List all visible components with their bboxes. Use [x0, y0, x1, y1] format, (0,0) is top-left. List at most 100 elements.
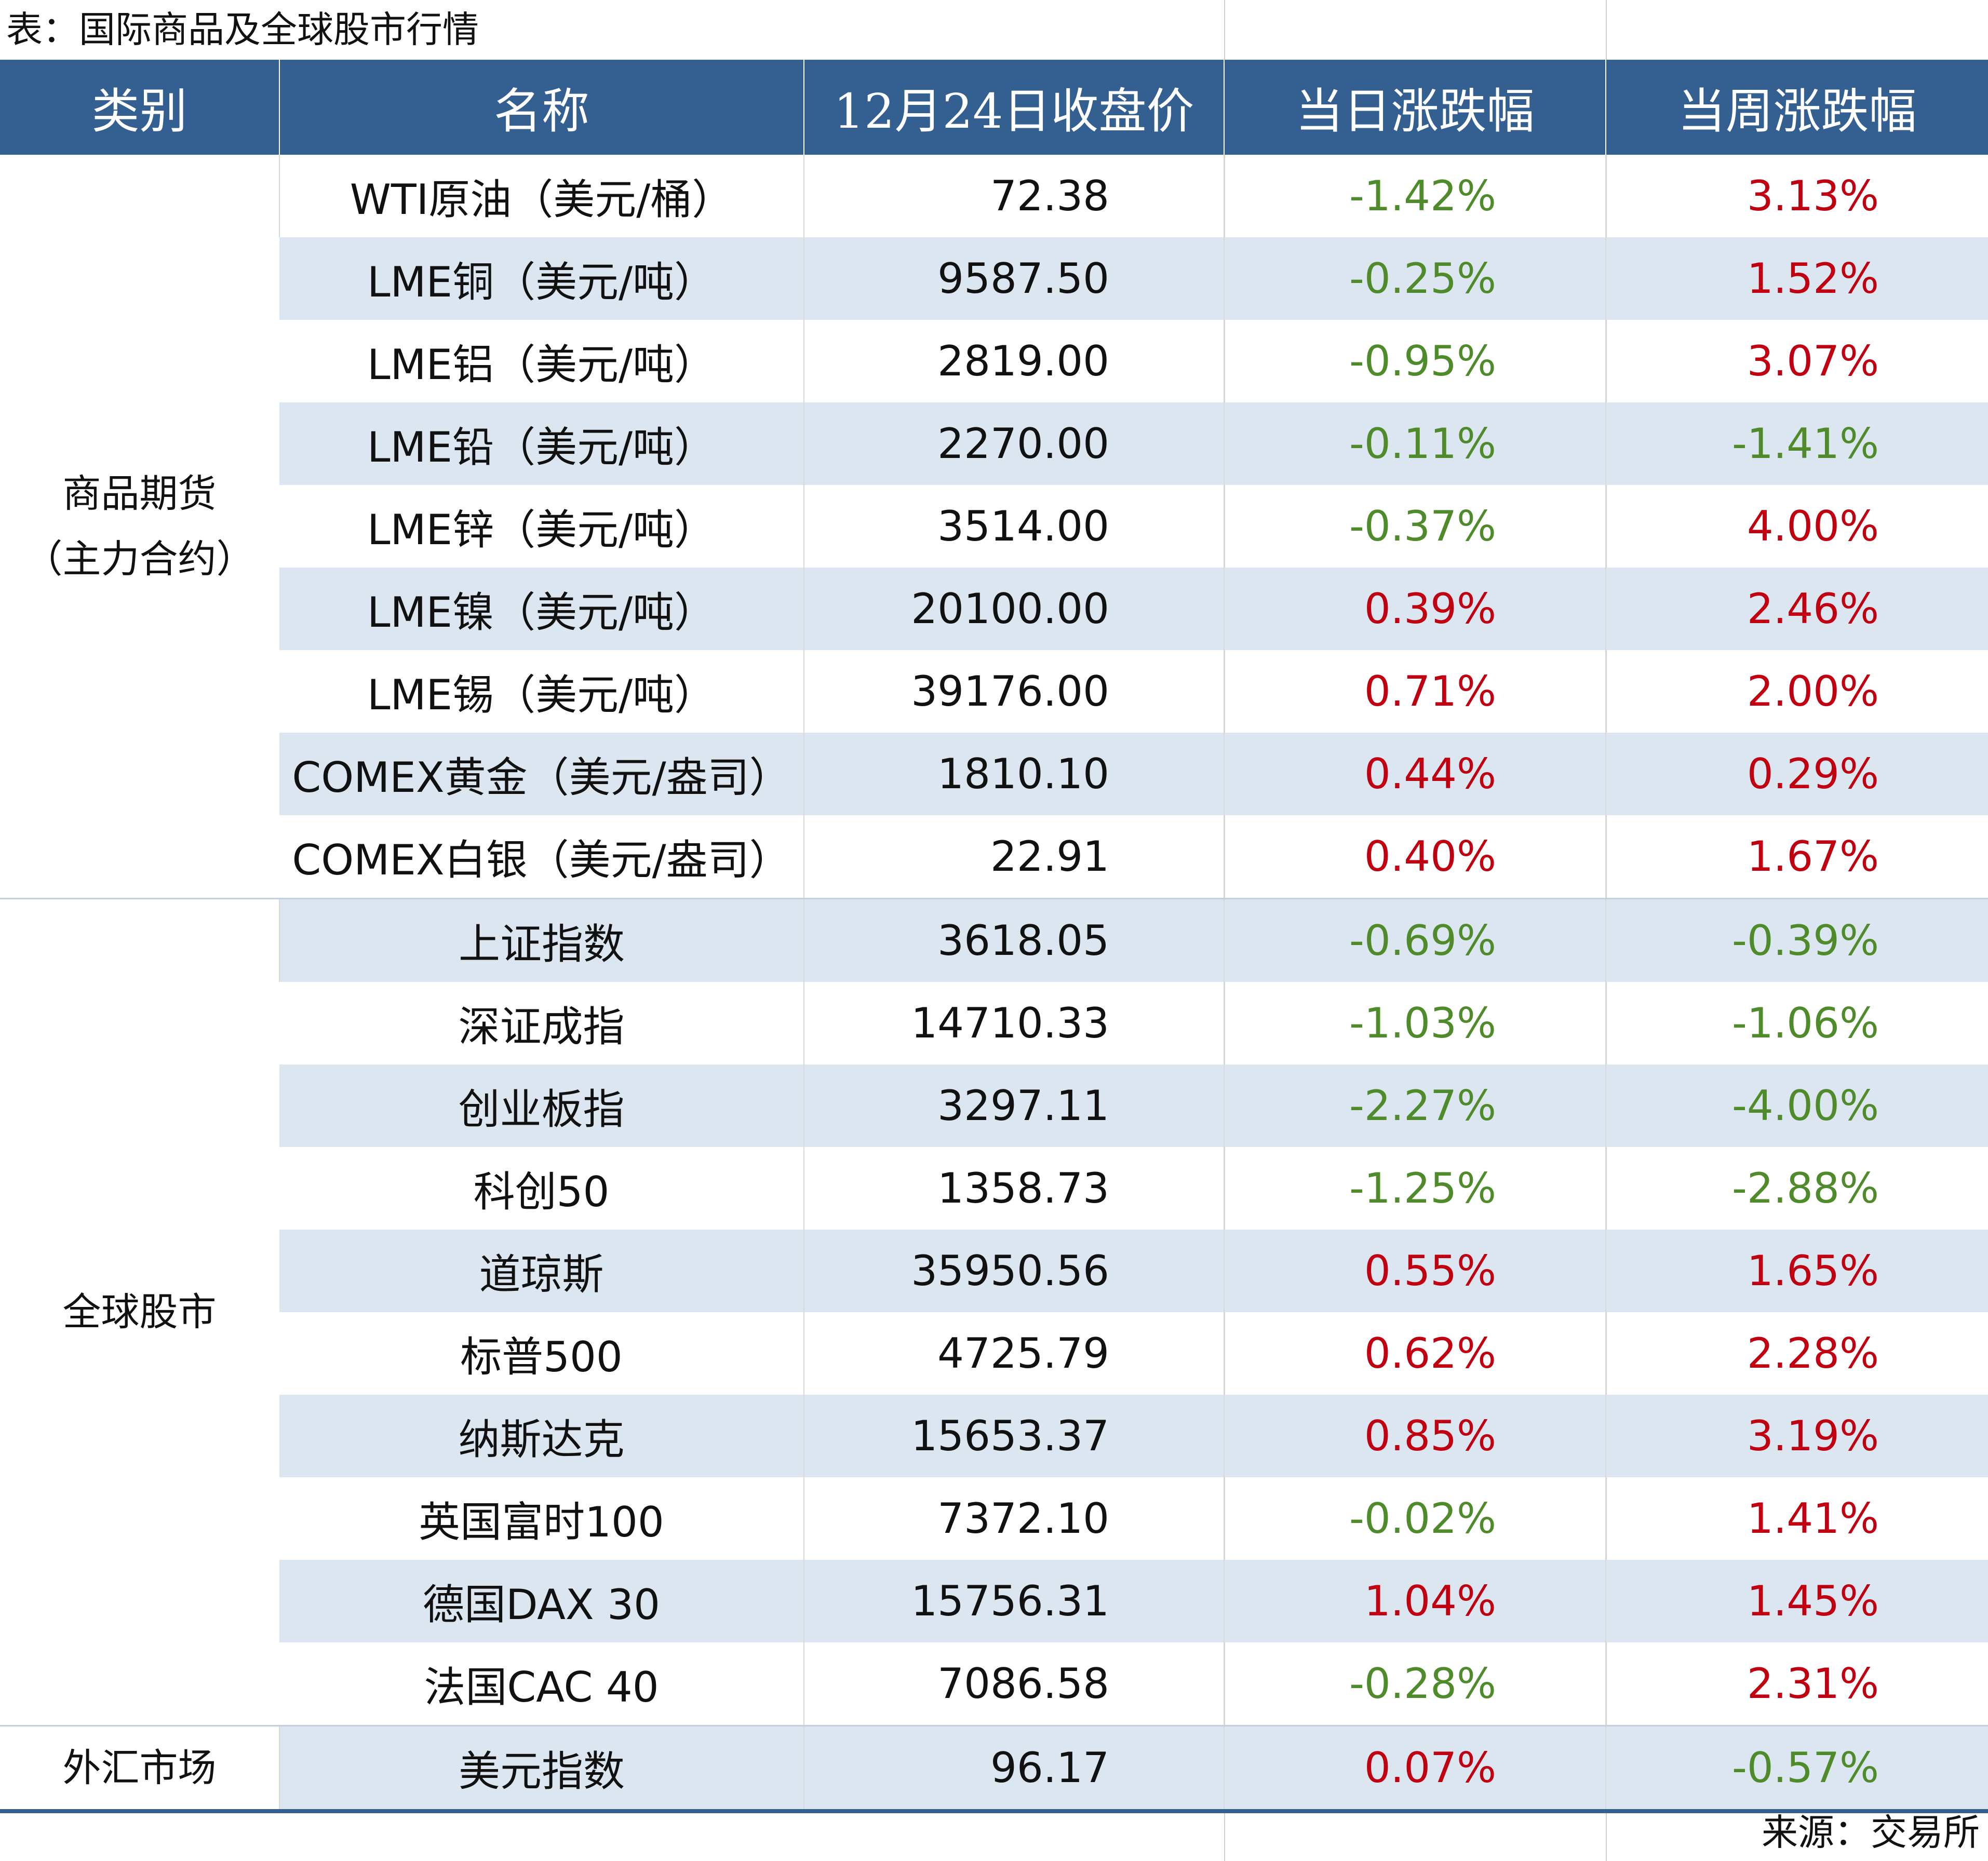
weekly-change: 2.31%	[1605, 1642, 1988, 1726]
table-row: 道琼斯 35950.56 0.55% 1.65%	[0, 1230, 1988, 1312]
instrument-name: LME铝（美元/吨）	[367, 340, 716, 389]
source-note: 来源：交易所	[1762, 1811, 1980, 1854]
weekly-change: -1.06%	[1605, 982, 1988, 1064]
header-name: 名称	[279, 60, 804, 155]
daily-change: -0.95%	[1224, 320, 1606, 402]
category-label: 外汇市场	[62, 1745, 217, 1790]
close-price: 7372.10	[803, 1477, 1224, 1560]
weekly-change: 1.41%	[1605, 1477, 1988, 1560]
table-row: 德国DAX 30 15756.31 1.04% 1.45%	[0, 1560, 1988, 1642]
instrument-name: 创业板指	[279, 1064, 804, 1147]
market-table: 类别 名称 12月24日收盘价 当日涨跌幅 当周涨跌幅 商品期货 （主力合约） WT…	[0, 60, 1988, 1813]
close-price: 3514.00	[803, 485, 1224, 568]
header-weekly-change: 当周涨跌幅	[1605, 60, 1988, 155]
table-row: LME铝（美元/吨） 2819.00 -0.95% 3.07%	[0, 320, 1988, 402]
close-price: 72.38	[803, 155, 1224, 237]
close-price: 1358.73	[803, 1147, 1224, 1230]
table-row: COMEX白银（美元/盎司） 22.91 0.40% 1.67%	[0, 815, 1988, 899]
daily-change: 1.04%	[1224, 1560, 1606, 1642]
category-cell: 全球股市	[0, 898, 279, 1726]
weekly-change: -2.88%	[1605, 1147, 1988, 1230]
category-cell: 商品期货 （主力合约）	[0, 155, 279, 899]
daily-change: -0.25%	[1224, 237, 1606, 320]
header-category: 类别	[0, 60, 279, 155]
table-row: 商品期货 （主力合约） WTI原油（美元/桶） 72.38 -1.42% 3.13%	[0, 155, 1988, 899]
close-price: 15756.31	[803, 1560, 1224, 1642]
instrument-name: LME锌（美元/吨）	[367, 505, 716, 554]
weekly-change: 3.19%	[1605, 1395, 1988, 1477]
daily-change: 0.62%	[1224, 1312, 1606, 1395]
daily-change: -0.37%	[1224, 485, 1606, 568]
daily-change: 0.44%	[1224, 733, 1606, 815]
table-row: LME锌（美元/吨） 3514.00 -0.37% 4.00%	[0, 485, 1988, 568]
close-price: 3297.11	[803, 1064, 1224, 1147]
instrument-name: 纳斯达克	[279, 1395, 804, 1477]
instrument-name: LME锡（美元/吨）	[367, 670, 716, 719]
table-row: 标普500 4725.79 0.62% 2.28%	[0, 1312, 1988, 1395]
daily-change: 0.39%	[1224, 568, 1606, 650]
weekly-change: 1.65%	[1605, 1230, 1988, 1312]
header-row: 类别 名称 12月24日收盘价 当日涨跌幅 当周涨跌幅	[0, 60, 1988, 155]
table-row: LME锡（美元/吨） 39176.00 0.71% 2.00%	[0, 650, 1988, 733]
close-price: 7086.58	[803, 1642, 1224, 1726]
instrument-name: LME镍（美元/吨）	[279, 568, 804, 650]
category-cell: 外汇市场	[0, 1725, 279, 1813]
category-label: 全球股市	[62, 1290, 217, 1334]
table-row: 全球股市 上证指数 3618.05 -0.69% -0.39%	[0, 898, 1988, 1726]
daily-change: 0.55%	[1224, 1230, 1606, 1312]
weekly-change: 1.45%	[1605, 1560, 1988, 1642]
instrument-name: COMEX白银（美元/盎司）	[292, 835, 791, 884]
category-label: 商品期货	[62, 471, 217, 516]
header-close-price: 12月24日收盘价	[803, 60, 1224, 155]
close-price: 4725.79	[803, 1312, 1224, 1395]
table-row: 创业板指 3297.11 -2.27% -4.00%	[0, 1064, 1988, 1147]
close-price: 22.91	[803, 815, 1224, 899]
table-row: 纳斯达克 15653.37 0.85% 3.19%	[0, 1395, 1988, 1477]
weekly-change: 2.46%	[1605, 568, 1988, 650]
close-price: 9587.50	[803, 237, 1224, 320]
weekly-change: 3.07%	[1605, 320, 1988, 402]
table-row: 科创50 1358.73 -1.25% -2.88%	[0, 1147, 1988, 1230]
weekly-change: 1.67%	[1605, 815, 1988, 899]
weekly-change: -0.39%	[1605, 898, 1988, 982]
table-row: 英国富时100 7372.10 -0.02% 1.41%	[0, 1477, 1988, 1560]
weekly-change: -4.00%	[1605, 1064, 1988, 1147]
header-daily-change: 当日涨跌幅	[1224, 60, 1606, 155]
close-price: 35950.56	[803, 1230, 1224, 1312]
daily-change: 0.85%	[1224, 1395, 1606, 1477]
instrument-name: 德国DAX 30	[279, 1560, 804, 1642]
daily-change: 0.40%	[1224, 815, 1606, 899]
daily-change: -2.27%	[1224, 1064, 1606, 1147]
close-price: 96.17	[803, 1725, 1224, 1813]
weekly-change: -0.57%	[1605, 1725, 1988, 1813]
close-price: 20100.00	[803, 568, 1224, 650]
instrument-name: 法国CAC 40	[424, 1663, 659, 1711]
instrument-name: 深证成指	[458, 1002, 625, 1051]
daily-change: -1.03%	[1224, 982, 1606, 1064]
weekly-change: 3.13%	[1605, 155, 1988, 237]
table-caption: 表：国际商品及全球股市行情	[6, 8, 479, 51]
close-price: 14710.33	[803, 982, 1224, 1064]
daily-change: -0.11%	[1224, 402, 1606, 485]
weekly-change: -1.41%	[1605, 402, 1988, 485]
weekly-change: 0.29%	[1605, 733, 1988, 815]
daily-change: 0.71%	[1224, 650, 1606, 733]
close-price: 2819.00	[803, 320, 1224, 402]
close-price: 39176.00	[803, 650, 1224, 733]
table-row: LME铅（美元/吨） 2270.00 -0.11% -1.41%	[0, 402, 1988, 485]
table-row: COMEX黄金（美元/盎司） 1810.10 0.44% 0.29%	[0, 733, 1988, 815]
close-price: 15653.37	[803, 1395, 1224, 1477]
close-price: 2270.00	[803, 402, 1224, 485]
weekly-change: 2.00%	[1605, 650, 1988, 733]
instrument-name: 上证指数	[279, 898, 804, 982]
table-row: 深证成指 14710.33 -1.03% -1.06%	[0, 982, 1988, 1064]
table-row: LME铜（美元/吨） 9587.50 -0.25% 1.52%	[0, 237, 1988, 320]
table-row: 外汇市场 美元指数 96.17 0.07% -0.57%	[0, 1725, 1988, 1813]
daily-change: -0.02%	[1224, 1477, 1606, 1560]
instrument-name: 科创50	[473, 1167, 610, 1216]
instrument-name: 道琼斯	[279, 1230, 804, 1312]
daily-change: -1.25%	[1224, 1147, 1606, 1230]
daily-change: -1.42%	[1224, 155, 1606, 237]
instrument-name: 标普500	[460, 1332, 623, 1381]
instrument-name: 英国富时100	[419, 1498, 664, 1546]
